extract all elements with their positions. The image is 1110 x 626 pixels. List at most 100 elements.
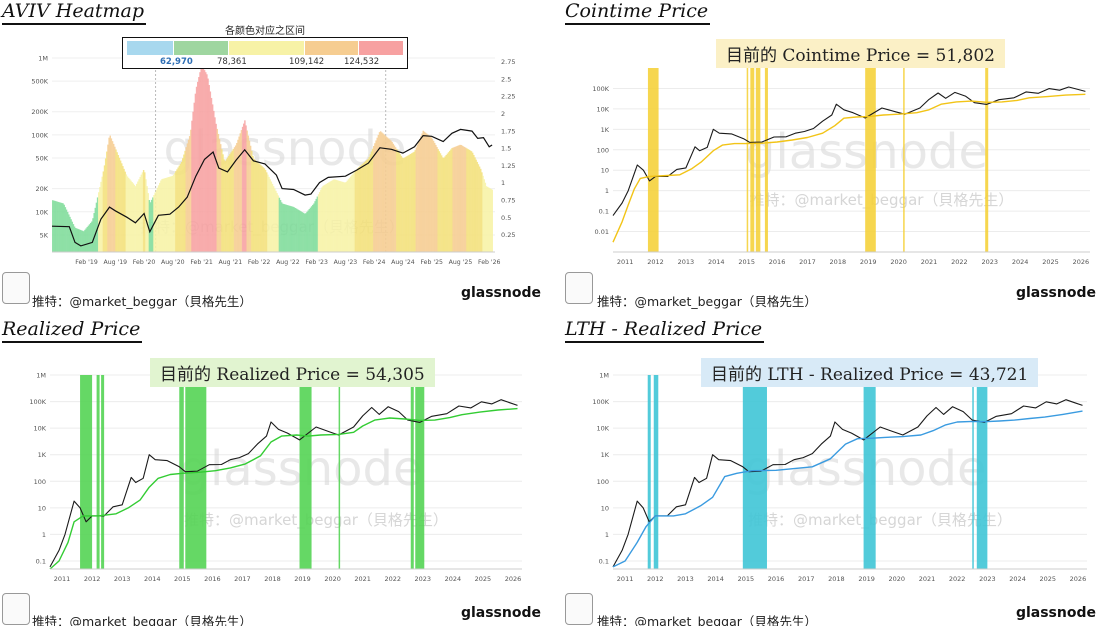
x-tick-label: 2016	[769, 258, 786, 266]
aviv-bar	[277, 195, 279, 252]
aviv-bar	[142, 170, 145, 252]
x-tick-label: 2018	[264, 575, 281, 583]
aviv-bar	[110, 138, 113, 252]
legend-value: 109,142	[289, 57, 325, 67]
aviv-bar	[137, 181, 139, 252]
x-tick-label: Feb '20	[133, 259, 156, 266]
aviv-bar	[226, 157, 229, 252]
x-tick-label: 2025	[1039, 575, 1056, 583]
y-tick-label: 100K	[592, 85, 609, 93]
aviv-bar	[328, 182, 330, 252]
highlight-band	[972, 375, 974, 569]
aviv-bar	[65, 209, 68, 252]
legend-seg-orange	[305, 41, 358, 55]
aviv-bar	[488, 187, 490, 252]
aviv-bar	[214, 117, 216, 252]
aviv-bar	[231, 150, 233, 252]
x-tick-label: 2013	[677, 575, 694, 583]
aviv-bar	[109, 135, 111, 252]
aviv-bar	[466, 148, 468, 252]
highlight-band	[415, 375, 425, 569]
aviv-bar	[239, 133, 242, 252]
aviv-bar	[148, 200, 151, 252]
aviv-bar	[176, 169, 178, 252]
aviv-bar	[196, 81, 199, 253]
aviv-bar	[428, 135, 430, 252]
aviv-bar	[443, 157, 445, 252]
aviv-bar	[280, 202, 283, 252]
aviv-bar	[436, 147, 438, 252]
panel-title: AVIV Heatmap	[2, 0, 147, 25]
aviv-bar	[294, 208, 297, 252]
aviv-bar	[99, 187, 101, 252]
x-tick-label: 2015	[174, 575, 191, 583]
x-tick-label: Feb '26	[478, 259, 501, 266]
aviv-bar	[407, 155, 410, 252]
aviv-bar	[289, 205, 291, 252]
aviv-bar	[135, 183, 138, 252]
x-tick-label: 2023	[415, 575, 432, 583]
aviv-bar	[175, 171, 177, 252]
highlight-band	[750, 68, 755, 252]
aviv-bar	[248, 140, 251, 252]
panel-realized: Realized Price 1M 100K 10K 1K 100 10 1 0.1 2011 2…	[0, 313, 555, 626]
aviv-bar	[491, 189, 493, 252]
aviv-bar	[118, 157, 121, 252]
aviv-bar	[457, 145, 459, 252]
x-tick-label: 2025	[475, 575, 492, 583]
x-tick-label: 2016	[204, 575, 221, 583]
aviv-bar	[141, 172, 144, 252]
x-tick-label: Aug '24	[391, 259, 415, 266]
legend-bar: 62,970 78,361 109,142 124,532	[122, 37, 408, 69]
aviv-bar	[66, 211, 69, 252]
aviv-legend: 各颜色对应之区间 62,970 78,361 109,142 124,532	[122, 22, 408, 70]
aviv-bar	[131, 182, 133, 252]
aviv-bar	[116, 152, 118, 252]
highlight-band	[653, 375, 659, 569]
highlight-band	[985, 68, 989, 252]
aviv-bar	[230, 152, 232, 252]
aviv-bar	[68, 214, 70, 252]
aviv-bar	[247, 135, 250, 252]
aviv-bar	[435, 144, 437, 252]
x-tick-label: 2012	[647, 258, 664, 266]
aviv-bar	[320, 189, 322, 252]
aviv-bar	[458, 145, 460, 252]
aviv-bar	[73, 226, 76, 252]
aviv-bar	[184, 150, 186, 252]
highlight-band	[101, 375, 105, 569]
x-tick-label: Aug '21	[219, 259, 243, 266]
aviv-bar	[255, 161, 258, 252]
aviv-bar	[481, 172, 483, 252]
aviv-bar	[179, 163, 182, 252]
aviv-bar	[325, 183, 328, 252]
aviv-bar	[291, 206, 293, 252]
aviv-bar	[465, 147, 467, 252]
aviv-bar	[340, 181, 343, 252]
highlight-band	[746, 68, 749, 252]
aviv-bar	[94, 207, 97, 252]
aviv-bar	[345, 182, 347, 252]
x-tick-label: 2021	[921, 258, 938, 266]
aviv-bar	[386, 137, 389, 252]
aviv-bar	[442, 157, 444, 252]
aviv-bar	[439, 153, 442, 252]
aviv-bar	[63, 204, 65, 252]
aviv-bar	[330, 180, 332, 252]
aviv-bar	[203, 70, 206, 252]
aviv-bar	[338, 180, 340, 252]
aviv-bar	[480, 168, 482, 252]
x-tick-label: 2012	[84, 575, 101, 583]
twitter-handle: 推特：@market_beggar（貝格先生）	[32, 614, 252, 626]
aviv-bar	[356, 168, 359, 252]
aviv-bar	[61, 202, 63, 252]
x-tick-label: 2019	[860, 258, 877, 266]
x-tick-label: 2022	[949, 575, 966, 583]
y-tick-label: 10	[38, 504, 46, 512]
aviv-bar	[455, 146, 458, 252]
aviv-bar	[93, 213, 95, 252]
aviv-bar	[485, 186, 488, 252]
x-tick-label: 2018	[830, 258, 847, 266]
y2-tick-label: 1.25	[501, 162, 515, 170]
y-tick-label: 100K	[29, 398, 46, 406]
